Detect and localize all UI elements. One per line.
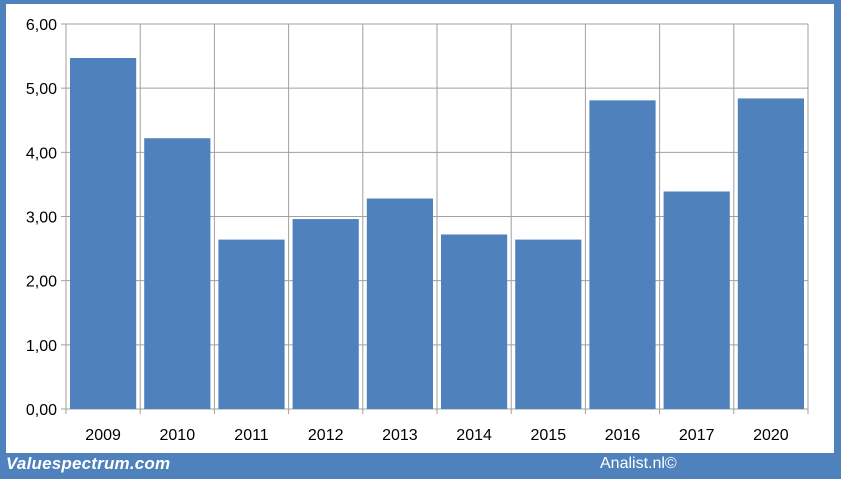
y-tick-label: 2,00 xyxy=(26,274,57,291)
x-axis-ticks: 2009 2010 2011 2012 2013 2014 2015 2016 2017 2020 xyxy=(85,427,788,444)
bar-2016 xyxy=(589,100,656,409)
x-tick-label: 2012 xyxy=(308,427,344,444)
bar-2017 xyxy=(663,191,730,409)
x-tick-label: 2016 xyxy=(605,427,641,444)
bar-2015 xyxy=(515,239,582,409)
y-tick-label: 3,00 xyxy=(26,210,57,227)
bar-2013 xyxy=(366,198,433,409)
bar-2009 xyxy=(70,58,137,410)
x-tick-label: 2009 xyxy=(85,427,121,444)
bar-2014 xyxy=(441,234,508,409)
bar-2020 xyxy=(737,98,804,409)
x-tick-label: 2014 xyxy=(456,427,492,444)
x-tick-label: 2015 xyxy=(531,427,567,444)
bar-2012 xyxy=(292,219,359,409)
bar-2010 xyxy=(144,138,211,409)
y-axis-ticks: 0,00 1,00 2,00 3,00 4,00 5,00 6,00 xyxy=(26,17,57,419)
x-tick-label: 2011 xyxy=(234,427,269,444)
bar-chart: 0,00 1,00 2,00 3,00 4,00 5,00 6,00 2009 2010 201… xyxy=(26,17,809,444)
y-tick-label: 1,00 xyxy=(26,338,57,355)
bar-2011 xyxy=(218,239,285,409)
x-tick-label: 2020 xyxy=(753,427,789,444)
y-tick-label: 0,00 xyxy=(26,402,57,419)
chart-panel: 0,00 1,00 2,00 3,00 4,00 5,00 6,00 2009 2010 201… xyxy=(6,4,834,453)
y-tick-label: 4,00 xyxy=(26,145,57,162)
source-label-left: Valuespectrum.com xyxy=(6,454,171,473)
y-tick-label: 5,00 xyxy=(26,81,57,98)
bar-layer xyxy=(70,58,804,410)
x-tick-label: 2017 xyxy=(679,427,715,444)
x-tick-label: 2010 xyxy=(160,427,196,444)
y-tick-label: 6,00 xyxy=(26,17,57,34)
x-tick-label: 2013 xyxy=(382,427,418,444)
source-label-right: Analist.nl© xyxy=(600,455,677,472)
